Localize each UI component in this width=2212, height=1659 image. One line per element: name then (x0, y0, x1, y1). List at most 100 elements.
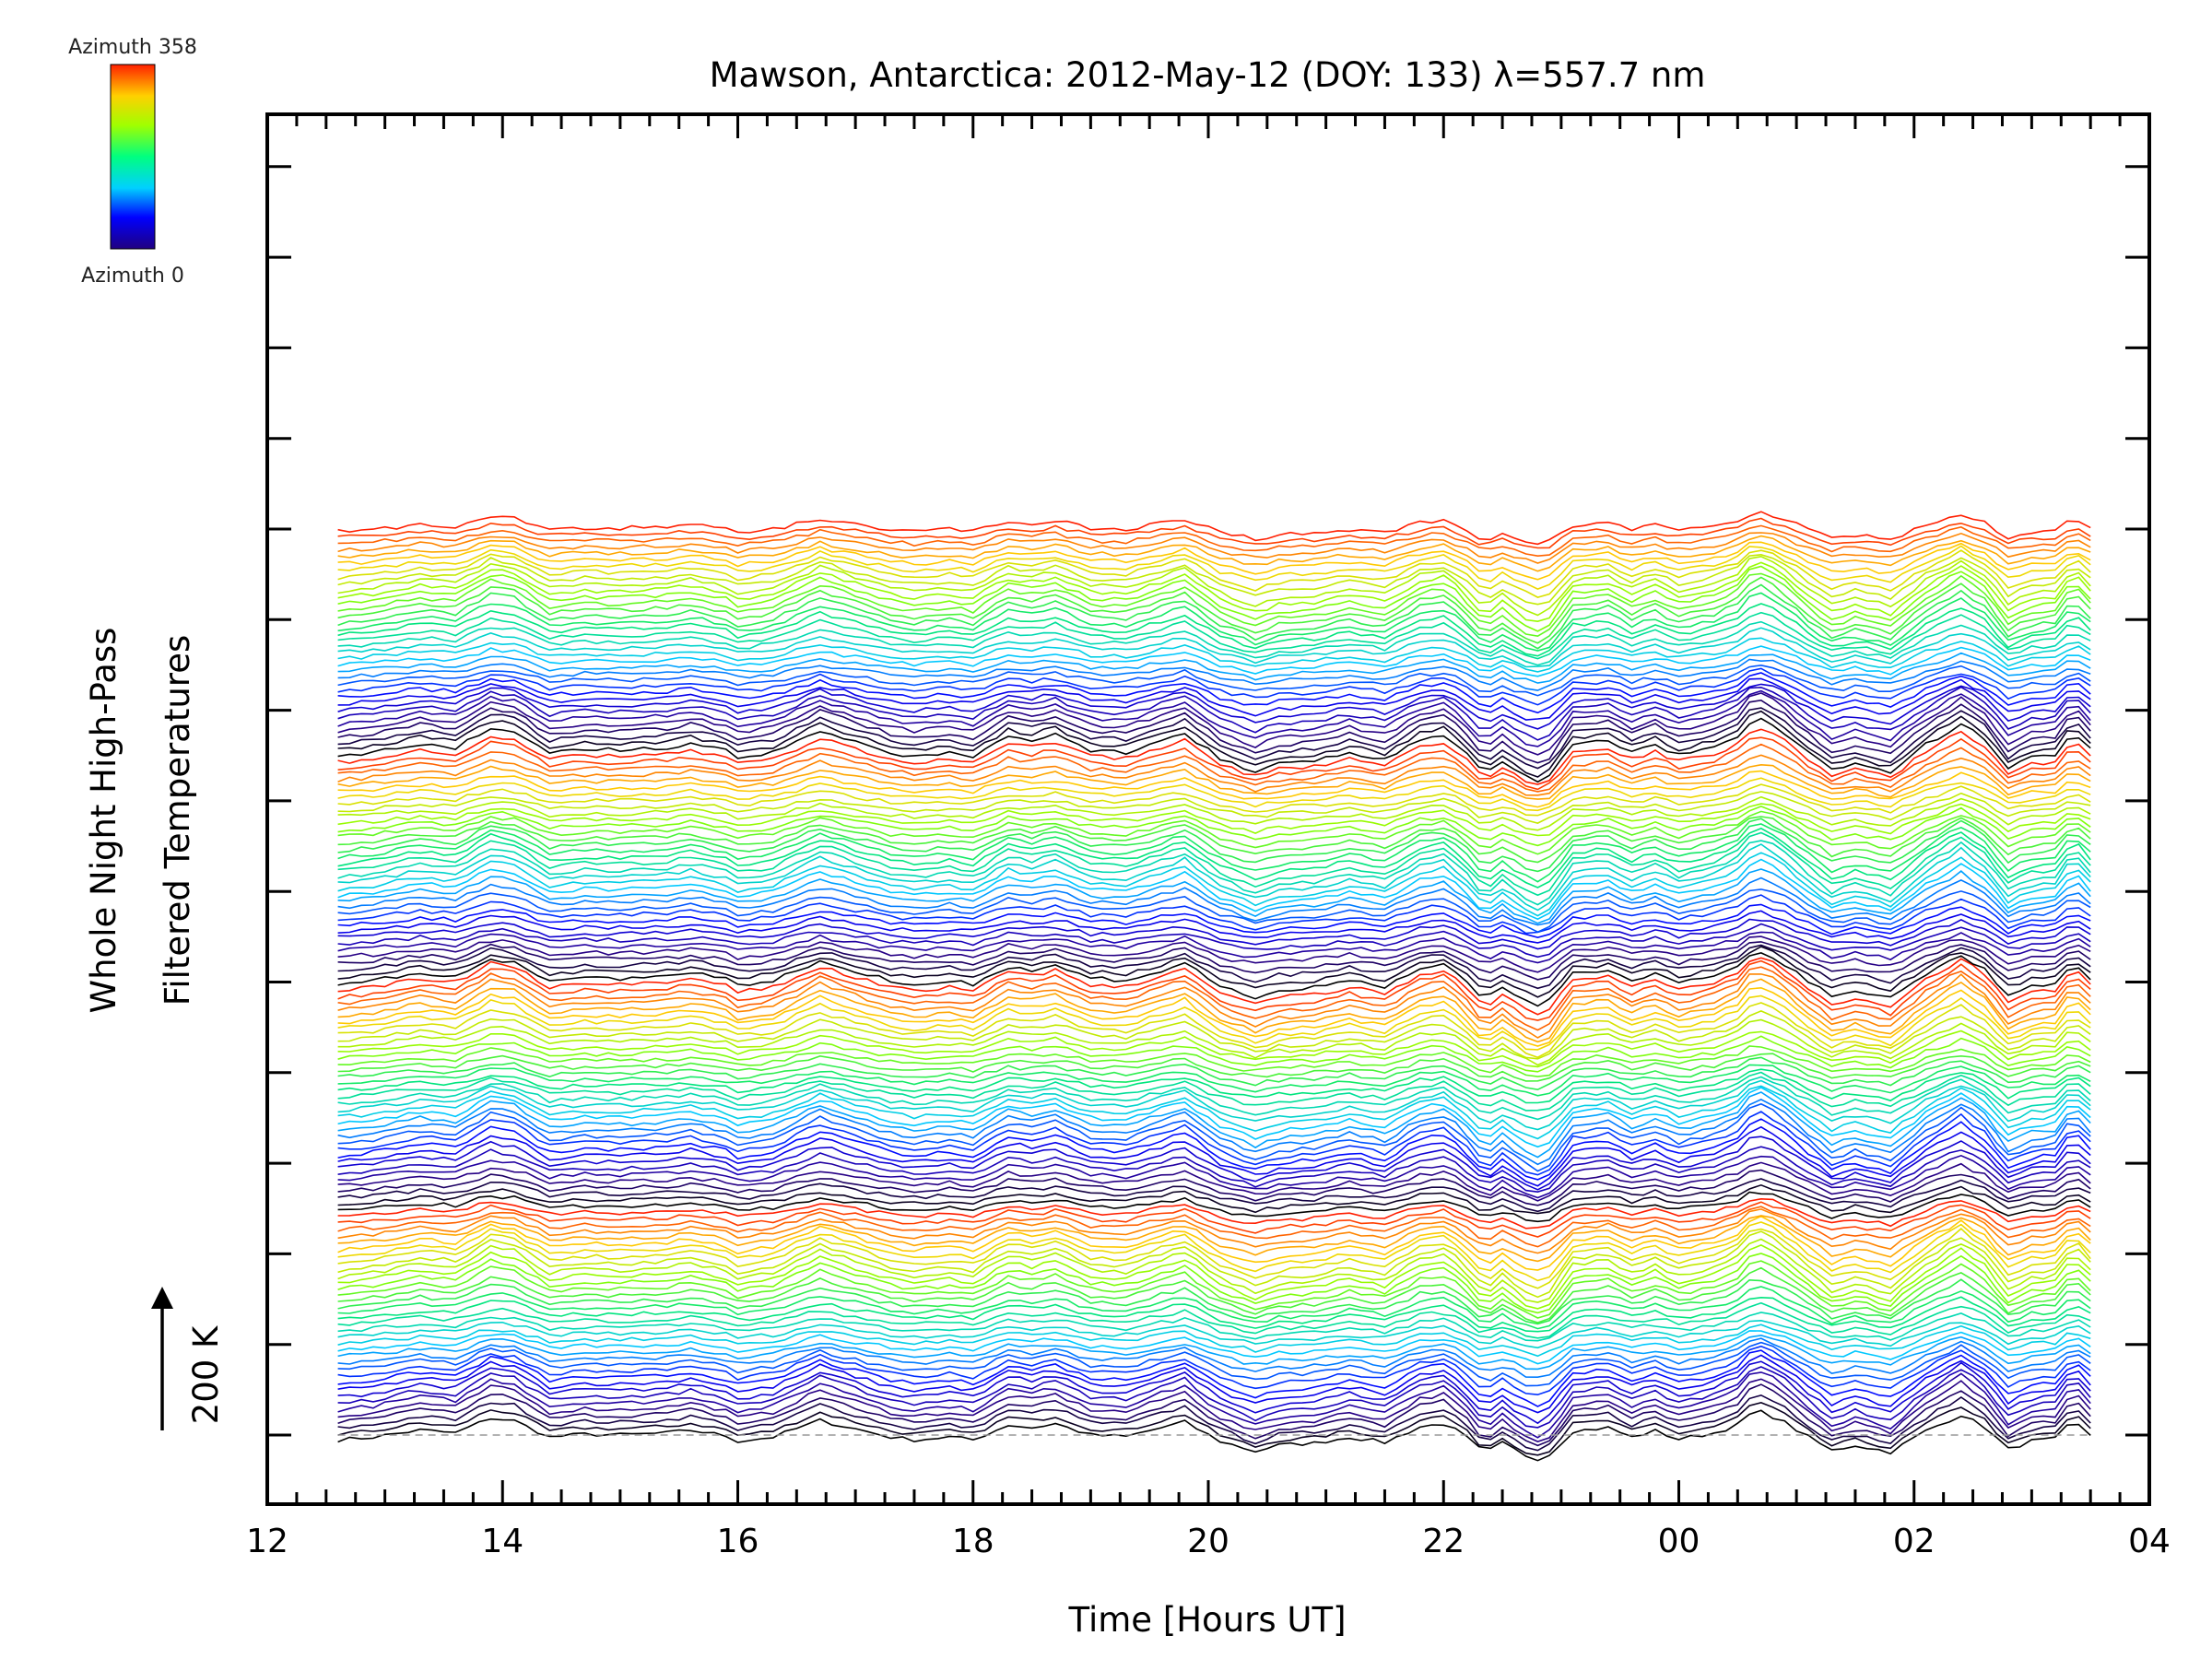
azimuth-series-line (337, 1409, 2091, 1462)
azimuth-series-line (337, 1208, 2091, 1254)
azimuth-series-line (337, 1349, 2091, 1407)
azimuth-series-line (337, 1319, 2091, 1349)
colorbar: Azimuth 358 Azimuth 0 (68, 36, 197, 288)
azimuth-series-line (337, 555, 2091, 617)
azimuth-series-line (337, 777, 2091, 812)
azimuth-series-line (337, 565, 2091, 632)
azimuth-series-line (337, 1345, 2091, 1396)
azimuth-series-line (337, 783, 2091, 817)
azimuth-series-line (337, 1296, 2091, 1333)
azimuth-series-line (337, 803, 2091, 837)
azimuth-series-line (337, 1266, 2091, 1324)
azimuth-series-line (337, 1341, 2091, 1387)
azimuth-series-line (337, 620, 2091, 666)
azimuth-series-line (337, 1125, 2091, 1187)
azimuth-series-line (337, 532, 2091, 564)
azimuth-series-line (337, 627, 2091, 668)
azimuth-series-line (337, 770, 2091, 808)
azimuth-series-line (337, 831, 2091, 897)
azimuth-series-line (337, 553, 2091, 606)
azimuth-series-line (337, 645, 2091, 677)
azimuth-series-line (337, 806, 2091, 847)
azimuth-series-line (337, 699, 2091, 764)
azimuth-series-line (337, 517, 2091, 549)
azimuth-series-line (337, 894, 2091, 935)
azimuth-series-line (337, 535, 2091, 572)
azimuth-series-line (337, 511, 2091, 546)
azimuth-series-line (337, 1079, 2091, 1131)
azimuth-series-line (337, 1035, 2091, 1073)
x-axis-label: Time [Hours UT] (1067, 1600, 1346, 1640)
azimuth-series-line (337, 957, 2091, 1016)
azimuth-series-line (337, 1197, 2091, 1230)
azimuth-series-line (337, 931, 2091, 964)
azimuth-series-line (337, 868, 2091, 924)
azimuth-series-line (337, 1337, 2091, 1379)
azimuth-series-line (337, 1383, 2091, 1447)
azimuth-series-line (337, 944, 2091, 990)
azimuth-series-line (337, 728, 2091, 785)
azimuth-series-line (337, 818, 2091, 873)
azimuth-series-line (337, 1056, 2091, 1091)
azimuth-series-line (337, 877, 2091, 926)
azimuth-series-line (337, 1002, 2091, 1059)
azimuth-series-line (337, 978, 2091, 1043)
azimuth-series-line (337, 1018, 2091, 1066)
colorbar-bottom-label: Azimuth 0 (81, 265, 184, 288)
azimuth-series-line (337, 1394, 2091, 1452)
azimuth-series-line (337, 816, 2091, 864)
azimuth-series-line (337, 524, 2091, 558)
azimuth-series-line (337, 611, 2091, 660)
x-tick-label: 20 (1187, 1523, 1230, 1560)
x-tick-label: 14 (481, 1523, 524, 1560)
azimuth-series-line (337, 686, 2091, 741)
azimuth-series-line (337, 1118, 2091, 1181)
azimuth-series-line (337, 1215, 2091, 1263)
azimuth-series-line (337, 763, 2091, 800)
azimuth-series-line (337, 743, 2091, 793)
azimuth-series-line (337, 810, 2091, 855)
azimuth-series-line (337, 1053, 2091, 1082)
azimuth-series-line (337, 1045, 2091, 1077)
azimuth-series-line (337, 692, 2091, 756)
azimuth-series-line (337, 683, 2091, 730)
azimuth-series-line (337, 1324, 2091, 1358)
azimuth-series-line (337, 1068, 2091, 1104)
azimuth-series-line (337, 1301, 2091, 1339)
chart-title: Mawson, Antarctica: 2012-May-12 (DOY: 13… (710, 55, 1706, 95)
azimuth-series-line (337, 637, 2091, 673)
azimuth-series-line (337, 1191, 2091, 1223)
azimuth-series-line (337, 1278, 2091, 1325)
azimuth-series-line (337, 1244, 2091, 1310)
azimuth-series-line (337, 1312, 2091, 1342)
azimuth-series-line (337, 1169, 2091, 1206)
x-tick-label: 00 (1658, 1523, 1700, 1560)
azimuth-series-line (337, 941, 2091, 981)
azimuth-series-line (337, 1215, 2091, 1271)
azimuth-series-line (337, 1221, 2091, 1282)
azimuth-series-line (337, 903, 2091, 939)
series-group (337, 511, 2091, 1462)
azimuth-series-line (337, 1087, 2091, 1148)
azimuth-series-line (337, 1286, 2091, 1330)
azimuth-series-line (337, 1371, 2091, 1439)
azimuth-series-line (337, 667, 2091, 706)
azimuth-series-line (337, 707, 2091, 770)
azimuth-series-line (337, 664, 2091, 697)
azimuth-series-line (337, 561, 2091, 623)
azimuth-series-line (337, 1228, 2091, 1289)
azimuth-series-line (337, 843, 2091, 912)
azimuth-series-line (337, 1360, 2091, 1425)
azimuth-series-line (337, 959, 2091, 1021)
colorbar-top-label: Azimuth 358 (68, 36, 197, 59)
azimuth-series-line (337, 583, 2091, 650)
azimuth-series-line (337, 603, 2091, 657)
azimuth-series-line (337, 717, 2091, 783)
azimuth-series-line (337, 973, 2091, 1039)
azimuth-series-line (337, 1354, 2091, 1414)
azimuth-series-line (337, 1161, 2091, 1202)
azimuth-series-line (337, 1146, 2091, 1194)
azimuth-series-line (337, 918, 2091, 950)
azimuth-series-line (337, 1206, 2091, 1248)
azimuth-series-line (337, 1111, 2091, 1176)
